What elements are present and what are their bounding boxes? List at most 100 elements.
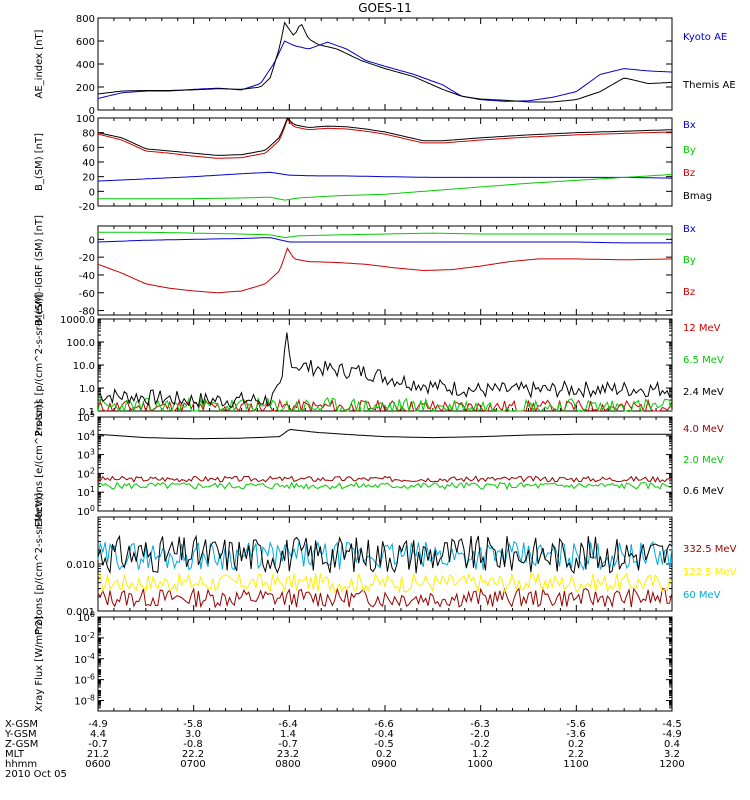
series-line <box>97 475 673 483</box>
y-tick-label: 20 <box>82 173 95 184</box>
footer-value: -4.5 <box>662 719 682 730</box>
legend-entry: 332.5 MeV <box>683 544 737 555</box>
y-tick-label: 0 <box>89 187 95 198</box>
y-axis-label: Xray Flux [W/m^2] <box>34 616 45 712</box>
series-line <box>97 40 673 102</box>
y-axis-label: Protons [p/(cm^2-s-sr-MeV)] <box>34 493 45 635</box>
y-tick-label: -80 <box>79 307 95 318</box>
y-tick-label: -60 <box>79 289 95 300</box>
y-tick-label: 0 <box>89 235 95 246</box>
footer-value: 4.4 <box>90 729 106 740</box>
footer-value: -0.8 <box>183 739 203 750</box>
footer-value: 0700 <box>180 759 205 770</box>
series-line <box>97 118 673 159</box>
y-tick-label: 40 <box>82 158 95 169</box>
y-tick-label: 102 <box>77 466 95 480</box>
y-tick-label: 600 <box>76 37 95 48</box>
y-axis-label: B_(SM) [nT] <box>34 133 45 191</box>
footer-value: 1100 <box>563 759 588 770</box>
legend-entry: 6.5 MeV <box>683 355 724 366</box>
y-tick-label: 101 <box>77 485 95 499</box>
footer-value: 3.2 <box>664 749 680 760</box>
y-tick-label: 0 <box>89 106 95 117</box>
y-axis-label: Protons [p/(cm^2-s-sr-MeV)] <box>34 294 45 436</box>
y-tick-label: 0.1 <box>79 407 95 418</box>
y-tick-label: 60 <box>82 143 95 154</box>
legend-entry: By <box>683 145 696 156</box>
legend-entry: Bx <box>683 120 696 131</box>
footer-date: 2010 Oct 05 <box>5 769 67 780</box>
y-tick-label: 100 <box>77 504 95 518</box>
footer-row-label: Z-GSM <box>5 739 38 750</box>
panel-2: -20 0 20 40 60 80 100 B_(SM) [nT] Bx By Bz Bmag <box>34 114 712 213</box>
footer-value: 22.2 <box>182 749 204 760</box>
footer-value: 23.2 <box>277 749 299 760</box>
footer-value: 1.4 <box>280 729 296 740</box>
y-tick-label: 400 <box>76 60 95 71</box>
footer-row-label: hhmm <box>5 759 37 770</box>
footer-row-label: MLT <box>5 749 25 760</box>
series-line <box>98 174 673 201</box>
y-tick-label: 800 <box>76 14 95 25</box>
legend-entry: Themis AE <box>682 80 736 91</box>
footer-value: -2.0 <box>470 729 490 740</box>
y-tick-label: 104 <box>77 429 95 443</box>
y-tick-label: -20 <box>79 202 95 213</box>
y-tick-label: 10-2 <box>74 631 95 645</box>
footer-value: -4.9 <box>662 729 682 740</box>
series-line <box>97 398 673 413</box>
panel-7: 10-8 10-6 10-4 10-2 100 Xray Flux [W/m^2] <box>34 610 673 712</box>
panel-frame <box>97 318 673 412</box>
series-line <box>97 332 673 409</box>
y-tick-label: 1.0 <box>79 384 95 395</box>
y-tick-label: 100 <box>76 114 95 125</box>
y-tick-label: 80 <box>82 129 95 140</box>
footer-value: -6.6 <box>374 719 394 730</box>
footer-value: 2.2 <box>568 749 584 760</box>
footer-value: -0.5 <box>374 739 394 750</box>
series-line <box>97 534 673 575</box>
panel-frame <box>97 416 673 512</box>
legend-entry: 2.0 MeV <box>683 455 724 466</box>
legend-entry: Kyoto AE <box>683 32 727 43</box>
series-line <box>97 396 673 413</box>
y-axis-label: B_(SM)-IGRF (SM) [nT] <box>34 215 45 326</box>
footer-value: 0.4 <box>664 739 680 750</box>
footer-value: -6.4 <box>278 719 298 730</box>
footer-row-label: Y-GSM <box>4 729 37 740</box>
footer-value: -5.8 <box>183 719 203 730</box>
footer-value: -0.2 <box>470 739 490 750</box>
footer-value: -3.6 <box>566 729 586 740</box>
legend-entry: 2.4 MeV <box>683 387 724 398</box>
legend-entry: Bx <box>683 224 696 235</box>
panel-1: 0 200 400 600 800 AE_index [nT] Kyoto AE Themis… <box>34 14 736 117</box>
footer-value: 1200 <box>659 759 684 770</box>
series-line <box>98 231 672 239</box>
y-tick-label: 0.010 <box>66 560 95 571</box>
legend-entry: 0.6 MeV <box>683 486 724 497</box>
plot-title: GOES-11 <box>358 1 412 15</box>
legend-entry: 60 MeV <box>683 590 721 601</box>
y-tick-label: 10-6 <box>74 673 95 687</box>
y-tick-label: 100 <box>77 610 95 624</box>
legend-entry: Bz <box>683 287 695 298</box>
legend-entry: Bmag <box>683 191 712 202</box>
series-line <box>97 247 673 294</box>
series-line <box>97 481 673 491</box>
footer-value: 0.2 <box>376 749 392 760</box>
y-axis-label: AE_index [nT] <box>34 29 45 98</box>
footer-value: 3.0 <box>185 729 201 740</box>
footer-value: -4.9 <box>88 719 108 730</box>
footer-value: -6.3 <box>470 719 490 730</box>
panel-frame <box>97 117 673 207</box>
series-line <box>97 540 673 571</box>
panel-frame <box>97 616 673 712</box>
series-line <box>97 237 672 244</box>
y-tick-label: 10-8 <box>74 694 95 708</box>
panel-3: -80 -60 -40 -20 0 B_(SM)-IGRF (SM) [nT] Bx By Bz <box>34 215 696 326</box>
series-line <box>97 572 673 594</box>
footer-value: 1000 <box>467 759 492 770</box>
legend-entry: Bz <box>683 168 695 179</box>
